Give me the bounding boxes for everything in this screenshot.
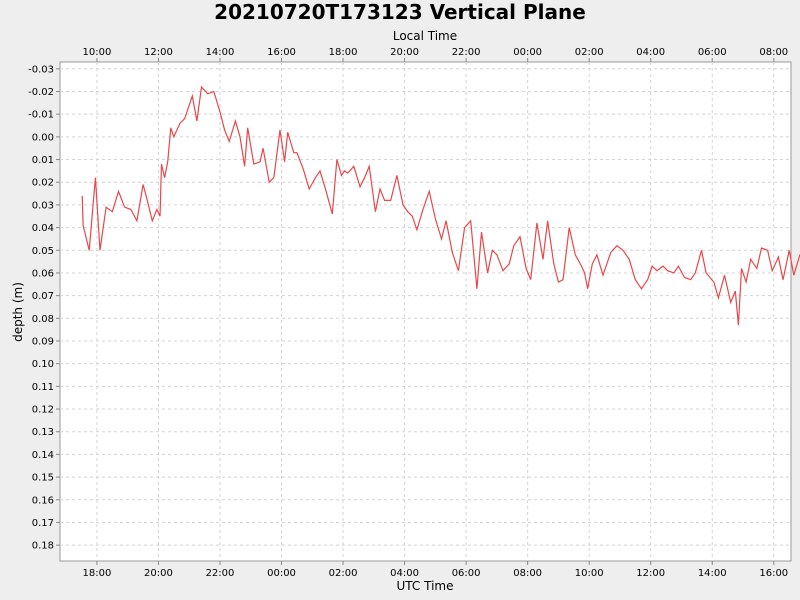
x2-axis-label: Local Time bbox=[393, 29, 457, 43]
x-tick-label: 08:00 bbox=[513, 568, 542, 579]
x2-tick-label: 10:00 bbox=[83, 47, 112, 58]
x-tick-label: 22:00 bbox=[206, 568, 235, 579]
plot-area bbox=[59, 61, 792, 562]
x-tick-label: 18:00 bbox=[83, 568, 112, 579]
x-axis: 18:00 20:00 22:00 00:00 02:00 04:00 06:00 08:00… bbox=[83, 561, 788, 579]
x-tick-label: 20:00 bbox=[144, 568, 173, 579]
y-tick-label: 0.04 bbox=[32, 223, 54, 234]
y-axis-label: depth (m) bbox=[11, 282, 25, 342]
x-tick-label: 00:00 bbox=[267, 568, 296, 579]
x2-tick-label: 22:00 bbox=[452, 47, 481, 58]
x-tick-label: 14:00 bbox=[698, 568, 727, 579]
y-tick-label: -0.02 bbox=[28, 87, 54, 98]
y-tick-label: 0.07 bbox=[32, 291, 54, 302]
chart-title: 20210720T173123 Vertical Plane bbox=[214, 0, 586, 24]
x2-tick-label: 12:00 bbox=[144, 47, 173, 58]
y-tick-label: 0.06 bbox=[32, 268, 54, 279]
y-tick-label: 0.01 bbox=[32, 155, 54, 166]
series-line bbox=[81, 85, 800, 326]
y-tick-label: 0.10 bbox=[32, 359, 54, 370]
y-tick-label: 0.08 bbox=[32, 314, 54, 325]
y-axis: -0.03 -0.02 -0.01 0.00 0.01 0.02 0.03 0.04 0.05 0… bbox=[28, 64, 60, 552]
y-tick-label: 0.02 bbox=[32, 178, 54, 189]
y-tick-label: 0.03 bbox=[32, 200, 54, 211]
x2-tick-label: 00:00 bbox=[513, 47, 542, 58]
x2-tick-label: 02:00 bbox=[575, 47, 604, 58]
x-tick-label: 02:00 bbox=[329, 568, 358, 579]
y-tick-label: 0.11 bbox=[32, 382, 54, 393]
x-tick-label: 10:00 bbox=[575, 568, 604, 579]
plot-series bbox=[81, 85, 800, 326]
x2-tick-label: 08:00 bbox=[759, 47, 788, 58]
x-tick-label: 06:00 bbox=[452, 568, 481, 579]
x2-tick-label: 14:00 bbox=[206, 47, 235, 58]
x2-tick-label: 20:00 bbox=[390, 47, 419, 58]
y-tick-label: 0.09 bbox=[32, 336, 54, 347]
y-tick-label: 0.13 bbox=[32, 427, 54, 438]
y-tick-label: 0.00 bbox=[32, 132, 54, 143]
y-tick-label: 0.18 bbox=[32, 541, 54, 552]
x2-tick-label: 16:00 bbox=[267, 47, 296, 58]
y-tick-label: -0.03 bbox=[28, 64, 54, 75]
x2-tick-label: 06:00 bbox=[698, 47, 727, 58]
y-tick-label: 0.05 bbox=[32, 246, 54, 257]
y-tick-label: -0.01 bbox=[28, 110, 54, 121]
y-tick-label: 0.14 bbox=[32, 450, 54, 461]
y-tick-label: 0.15 bbox=[32, 473, 54, 484]
x-tick-label: 12:00 bbox=[636, 568, 665, 579]
gridlines bbox=[60, 62, 791, 561]
x2-tick-label: 04:00 bbox=[636, 47, 665, 58]
y-tick-label: 0.17 bbox=[32, 518, 54, 529]
x2-tick-label: 18:00 bbox=[329, 47, 358, 58]
x-tick-label: 16:00 bbox=[759, 568, 788, 579]
x2-axis: 10:00 12:00 14:00 16:00 18:00 20:00 22:00 00:00… bbox=[83, 47, 788, 62]
y-tick-label: 0.16 bbox=[32, 495, 54, 506]
x-tick-label: 04:00 bbox=[390, 568, 419, 579]
y-tick-label: 0.12 bbox=[32, 405, 54, 416]
x-axis-label: UTC Time bbox=[397, 579, 454, 593]
